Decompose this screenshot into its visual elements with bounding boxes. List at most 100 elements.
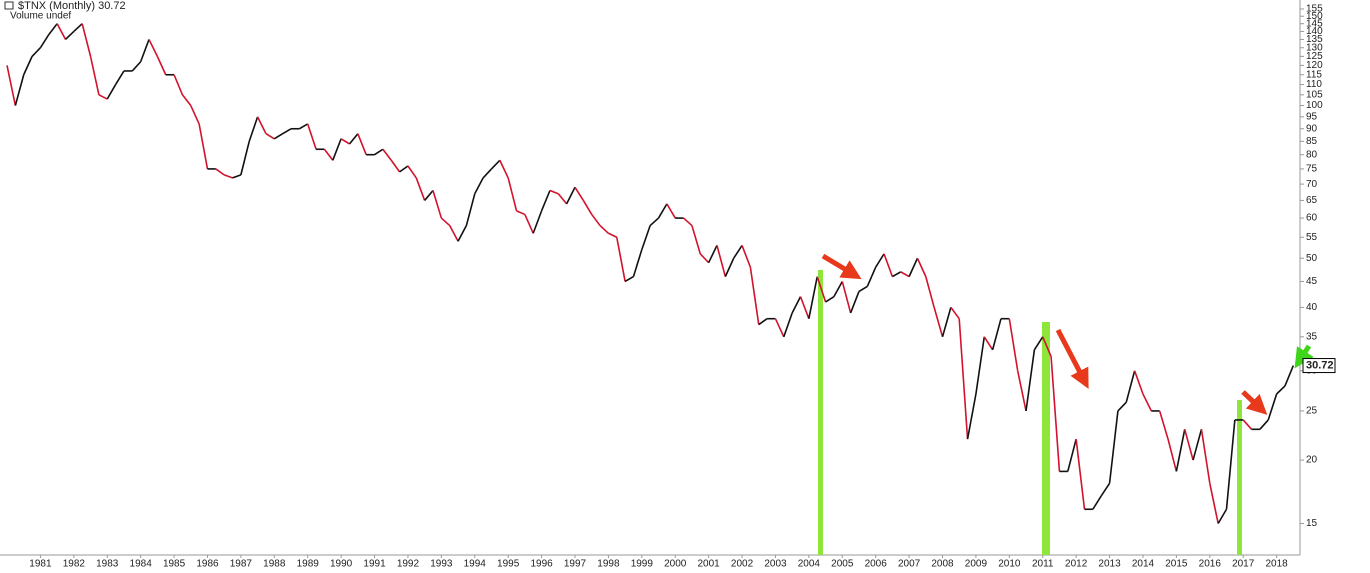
- price-segment: [31, 47, 42, 57]
- price-segment: [440, 217, 451, 227]
- price-segment: [900, 271, 910, 278]
- price-segment: [1200, 429, 1211, 484]
- price-segment: [432, 190, 443, 219]
- price-segment: [1242, 419, 1253, 430]
- x-tick-label: 1992: [397, 559, 420, 570]
- x-tick-label: 1983: [96, 559, 119, 570]
- price-segment: [599, 224, 609, 234]
- price-segment: [908, 257, 919, 277]
- x-tick-label: 1988: [263, 559, 286, 570]
- price-segment: [716, 245, 727, 277]
- x-tick-label: 2005: [831, 559, 854, 570]
- price-segment: [1209, 483, 1219, 524]
- arrow: [1055, 328, 1089, 389]
- y-tick-label: 80: [1306, 149, 1318, 160]
- x-tick-label: 1986: [196, 559, 219, 570]
- price-segment: [816, 276, 827, 303]
- price-segment: [1276, 385, 1286, 395]
- price-segment: [465, 193, 476, 226]
- price-segment: [783, 312, 793, 338]
- price-segment: [849, 291, 860, 314]
- price-segment: [1259, 419, 1269, 430]
- y-tick-label: 120: [1306, 60, 1323, 71]
- price-segment: [1133, 370, 1144, 395]
- highlight-bar: [1237, 400, 1242, 555]
- x-tick-label: 1994: [464, 559, 487, 570]
- price-segment: [724, 257, 735, 277]
- price-segment: [56, 23, 67, 40]
- price-segment: [1117, 401, 1127, 412]
- y-tick-label: 110: [1306, 79, 1322, 90]
- x-tick-label: 2011: [1032, 559, 1054, 570]
- price-segment: [632, 249, 643, 277]
- x-tick-label: 2013: [1098, 559, 1121, 570]
- x-tick-label: 2018: [1265, 559, 1288, 570]
- y-tick-label: 125: [1306, 51, 1323, 62]
- x-tick-label: 1987: [230, 559, 253, 570]
- y-tick-label: 55: [1306, 232, 1318, 243]
- price-segment: [390, 159, 401, 173]
- price-segment: [983, 336, 994, 351]
- price-segment: [1267, 393, 1278, 421]
- price-segment: [490, 159, 501, 170]
- x-tick-label: 1982: [63, 559, 86, 570]
- price-segment: [683, 217, 693, 227]
- price-segment: [14, 74, 25, 106]
- price-label: 30.72: [1306, 359, 1334, 371]
- x-tick-label: 2017: [1232, 559, 1255, 570]
- price-segment: [925, 276, 935, 308]
- price-segment: [298, 123, 309, 130]
- price-segment: [741, 245, 752, 268]
- x-tick-label: 1989: [297, 559, 320, 570]
- arrow: [1241, 390, 1268, 415]
- price-segment: [799, 296, 810, 319]
- price-segment: [524, 214, 534, 234]
- price-segment: [958, 318, 969, 440]
- y-tick-label: 135: [1306, 34, 1323, 45]
- x-tick-label: 2012: [1065, 559, 1088, 570]
- price-segment: [1100, 482, 1111, 497]
- price-segment: [1192, 429, 1203, 461]
- y-tick-label: 85: [1306, 136, 1318, 147]
- y-tick-label: 75: [1306, 164, 1318, 175]
- price-segment: [48, 23, 58, 36]
- price-segment: [916, 257, 927, 277]
- highlight-bar: [818, 270, 823, 555]
- price-segment: [256, 116, 267, 135]
- price-segment: [1016, 370, 1027, 412]
- price-segment: [114, 70, 125, 85]
- price-segment: [415, 177, 426, 201]
- price-segment: [382, 148, 392, 161]
- price-segment: [357, 133, 367, 155]
- price-segment: [474, 177, 484, 195]
- price-segment: [507, 177, 518, 212]
- price-segment: [98, 94, 108, 100]
- price-segment: [733, 244, 743, 259]
- price-segment: [215, 168, 225, 176]
- x-tick-label: 2014: [1132, 559, 1155, 570]
- chart-subtitle: Volume undef: [10, 11, 71, 22]
- y-tick-label: 105: [1306, 89, 1323, 100]
- price-segment: [265, 133, 275, 140]
- price-segment: [131, 61, 142, 72]
- price-segment: [106, 84, 117, 100]
- price-segment: [774, 318, 785, 338]
- y-tick-label: 60: [1306, 213, 1318, 224]
- price-segment: [532, 210, 543, 234]
- price-segment: [1158, 410, 1169, 440]
- price-segment: [1067, 438, 1077, 472]
- y-tick-label: 95: [1306, 111, 1318, 122]
- price-segment: [306, 123, 317, 150]
- y-tick-label: 115: [1306, 69, 1322, 80]
- x-tick-label: 2003: [764, 559, 787, 570]
- price-segment: [181, 94, 192, 107]
- y-tick-label: 90: [1306, 123, 1318, 134]
- price-segment: [866, 266, 877, 287]
- price-segment: [891, 271, 902, 278]
- y-tick-label: 45: [1306, 276, 1318, 287]
- price-label-box: [1302, 358, 1336, 374]
- price-segment: [22, 56, 33, 76]
- y-tick-label: 25: [1306, 406, 1318, 417]
- x-tick-label: 1991: [363, 559, 386, 570]
- price-segment: [223, 174, 233, 179]
